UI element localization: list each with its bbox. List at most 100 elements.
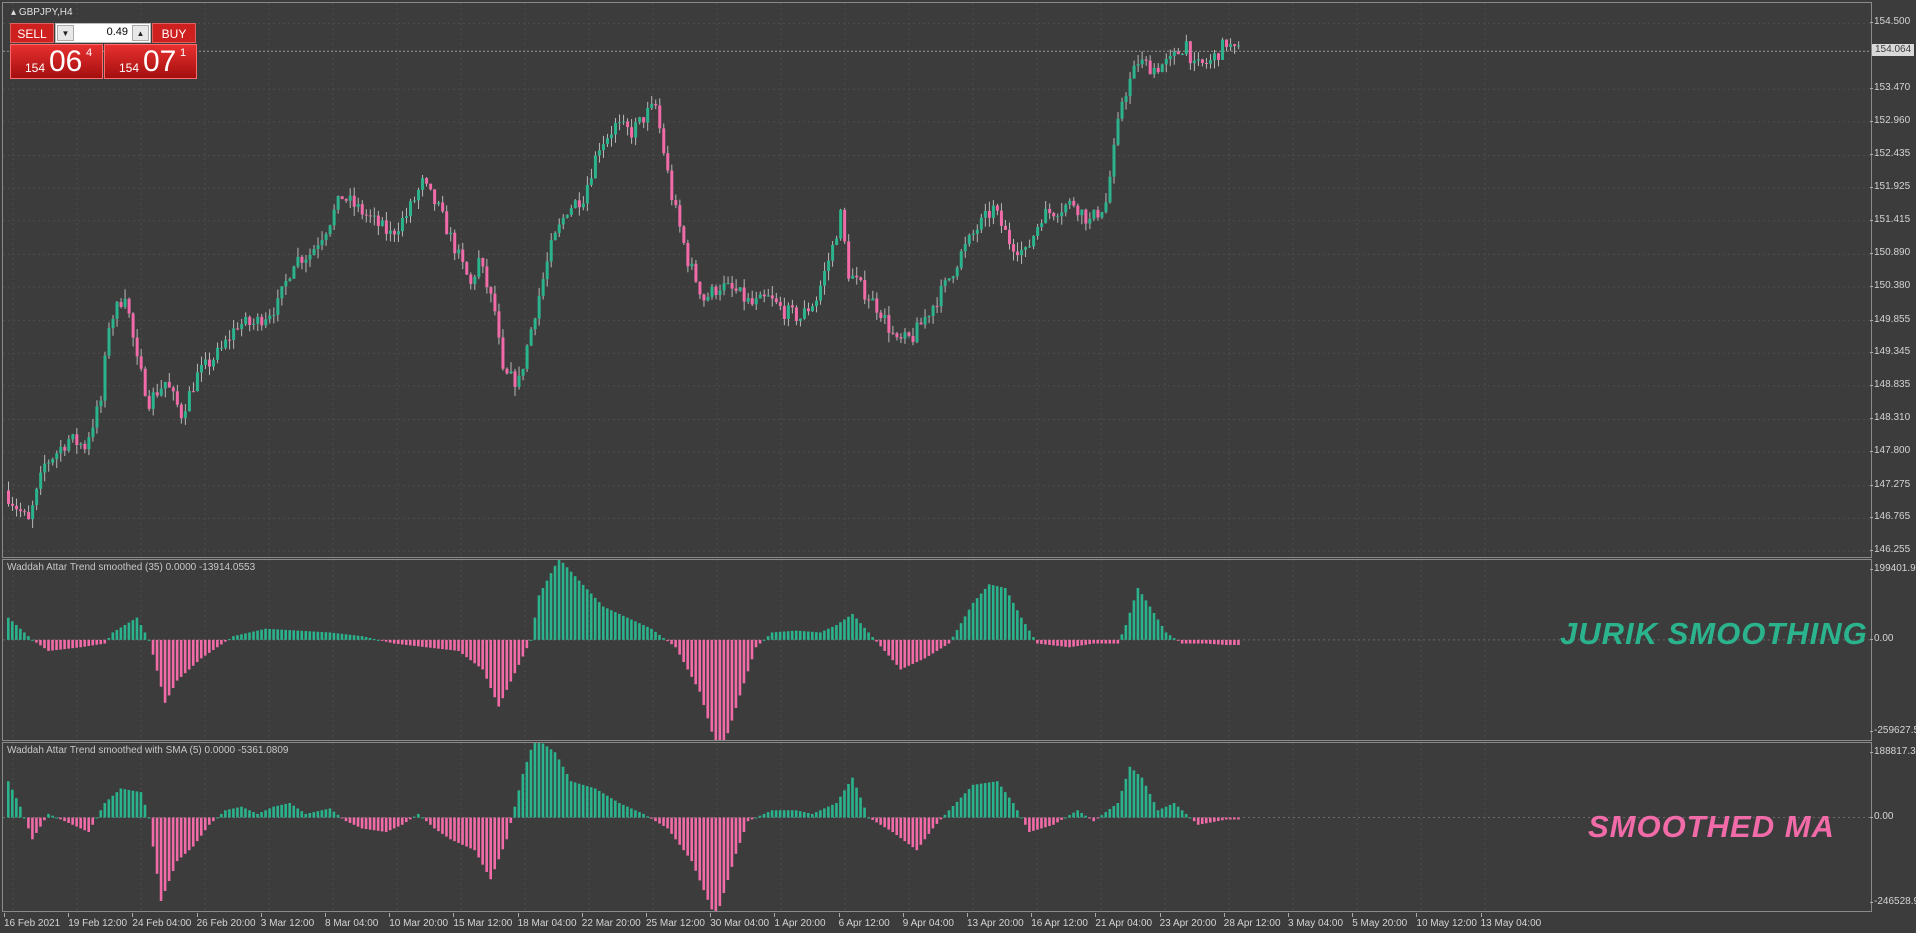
- candle: [557, 218, 561, 238]
- histogram-bar: [356, 635, 360, 640]
- histogram-bar: [449, 639, 452, 651]
- candle: [179, 402, 183, 424]
- histogram-bar: [1192, 817, 1196, 822]
- candle: [27, 505, 31, 520]
- price-scale[interactable]: 154.500 153.470 152.960 152.435 151.925 151.4…: [1869, 2, 1916, 558]
- indicator-pane-jurik[interactable]: Waddah Attar Trend smoothed (35) 0.0000 …: [2, 559, 1872, 741]
- histogram-bar: [963, 793, 967, 818]
- candle: [123, 289, 127, 309]
- candle: [843, 207, 847, 245]
- candle: [1104, 193, 1108, 214]
- histogram-bar: [778, 810, 782, 818]
- histogram-bar: [742, 639, 746, 684]
- histogram-bar: [1160, 808, 1164, 818]
- candle: [59, 439, 63, 462]
- indicator-pane-sma[interactable]: Waddah Attar Trend smoothed with SMA (5)…: [2, 742, 1872, 912]
- candle: [1036, 223, 1040, 240]
- histogram-bar: [682, 639, 685, 663]
- histogram-bar: [654, 631, 657, 640]
- histogram-bar: [537, 595, 541, 640]
- histogram-bar: [770, 632, 774, 640]
- candle: [1112, 138, 1116, 184]
- time-axis[interactable]: 16 Feb 2021 19 Feb 12:00 24 Feb 04:00 26 Fe…: [2, 913, 1872, 933]
- histogram-bar: [1164, 632, 1168, 640]
- histogram-bar: [67, 817, 70, 823]
- caret-up-icon[interactable]: ▲: [132, 25, 149, 41]
- candle: [730, 275, 734, 298]
- histogram-bar: [461, 639, 464, 655]
- lot-size-stepper[interactable]: ▼ 0.49 ▲: [55, 23, 151, 43]
- candle: [147, 390, 151, 412]
- candle: [352, 187, 356, 216]
- time-axis-label: 23 Apr 20:00: [1159, 913, 1217, 929]
- candle: [203, 352, 207, 369]
- histogram-bar: [264, 810, 267, 818]
- candle: [1148, 55, 1152, 75]
- candle: [15, 498, 19, 517]
- histogram-bar: [714, 639, 718, 740]
- histogram-bar: [276, 805, 279, 818]
- lot-size-input[interactable]: 0.49: [106, 26, 128, 38]
- histogram-bar: [670, 817, 673, 834]
- buy-price-quote[interactable]: 154 07 1: [104, 44, 197, 79]
- time-axis-label: 1 Apr 20:00: [774, 913, 826, 929]
- candle: [360, 200, 364, 220]
- buy-price-main: 07: [143, 45, 177, 78]
- histogram-bar: [171, 639, 175, 688]
- candle: [1100, 211, 1104, 219]
- histogram-bar: [581, 584, 585, 640]
- buy-button[interactable]: BUY: [152, 23, 196, 43]
- candle: [240, 318, 244, 337]
- histogram-bar: [1104, 812, 1108, 818]
- histogram-bar: [722, 639, 726, 740]
- histogram-bar: [1229, 639, 1232, 646]
- histogram-bar: [477, 817, 480, 858]
- candle: [388, 221, 392, 242]
- collapse-triangle-icon[interactable]: ▴: [11, 7, 17, 18]
- histogram-bar: [887, 639, 890, 656]
- candle: [1229, 38, 1233, 52]
- sell-price-quote[interactable]: 154 06 4: [10, 44, 103, 79]
- histogram-bar: [1020, 817, 1023, 819]
- histogram-bar: [212, 817, 215, 822]
- candle: [537, 288, 541, 326]
- caret-down-icon[interactable]: ▼: [57, 25, 74, 41]
- histogram-bar: [867, 632, 870, 640]
- histogram-bar: [332, 632, 336, 640]
- histogram-bar: [794, 810, 798, 818]
- histogram-bar: [167, 639, 171, 696]
- candle: [702, 293, 706, 307]
- histogram-bar: [835, 803, 838, 818]
- histogram-bar: [955, 629, 959, 640]
- histogram-bar: [642, 625, 645, 640]
- histogram-bar: [320, 631, 324, 640]
- histogram-bar: [710, 817, 714, 910]
- histogram-bar: [248, 810, 251, 818]
- histogram-bar: [79, 639, 82, 648]
- histogram-bar: [392, 639, 396, 644]
- histogram-bar: [549, 749, 553, 818]
- histogram-bar: [31, 639, 34, 641]
- histogram-bar: [730, 639, 734, 721]
- price-chart-pane[interactable]: ▴ GBPJPY,H4 SELL ▼ 0.49 ▲ BUY 154 06 4 1…: [2, 2, 1872, 558]
- candlestick-chart[interactable]: [3, 3, 1871, 557]
- histogram-bar: [1148, 606, 1152, 640]
- histogram-bar: [437, 817, 440, 832]
- histogram-bar: [1208, 817, 1212, 823]
- histogram-bar: [203, 639, 207, 656]
- candle: [927, 315, 931, 324]
- candle: [1221, 37, 1225, 60]
- histogram-bar: [903, 639, 907, 668]
- histogram-bar: [513, 639, 517, 674]
- candle: [959, 248, 963, 271]
- histogram-bar: [867, 817, 870, 819]
- histogram-bar: [1072, 812, 1075, 818]
- sell-button[interactable]: SELL: [10, 23, 54, 43]
- histogram-bar: [409, 639, 412, 646]
- histogram-bar: [87, 639, 90, 647]
- candle: [778, 296, 782, 311]
- histogram-bar: [975, 784, 979, 818]
- histogram-bar: [27, 817, 30, 829]
- candle: [802, 300, 806, 320]
- histogram-bar: [1136, 587, 1140, 640]
